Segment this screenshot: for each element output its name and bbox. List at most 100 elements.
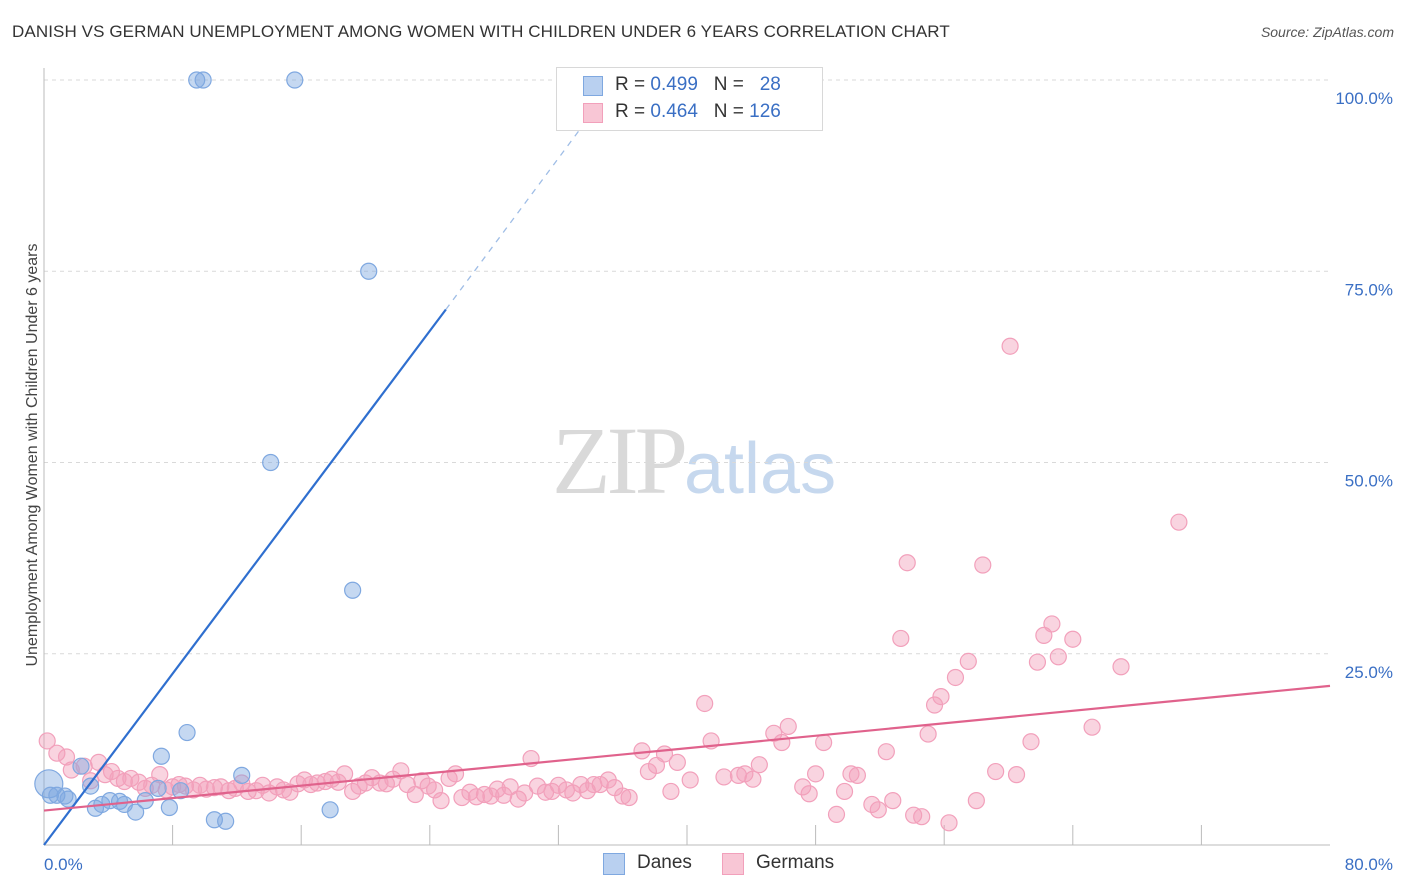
germans-point [877,743,895,761]
watermark-atlas: atlas [684,429,837,509]
danes-point [344,581,362,599]
germans-point [932,687,950,706]
danes-point [160,798,178,817]
germans-point [662,782,680,801]
germans-point [406,785,424,804]
danes-point [217,812,235,830]
legend-n-value: 126 [749,101,781,122]
germans-point [205,779,223,797]
germans-point [744,770,762,788]
germans-point [715,768,733,786]
germans-point [974,556,992,574]
danes-point [152,747,170,765]
germans-point [696,694,714,713]
germans-point [1007,766,1026,784]
grid [44,79,1330,845]
watermark-zip: ZIP [552,407,688,514]
germans-point [336,765,354,783]
germans-series [38,337,1188,832]
legend-r-value: 0.499 [650,74,698,95]
germans-point [543,782,561,801]
germans-point [488,780,506,798]
danes-trend-extension [445,125,584,310]
germans-point [835,782,854,801]
germans-point [633,742,651,760]
y-tick-label: 75.0% [1345,280,1393,299]
germans-point [919,725,937,743]
germans-point [48,744,66,762]
danes-point [56,787,74,805]
germans-point [842,765,860,783]
germans-point [475,785,494,804]
germans-point [1022,733,1040,751]
germans-point [987,762,1005,781]
y-tick-label: 25.0% [1345,663,1393,682]
germans-point [827,805,846,824]
germans-point [509,790,527,808]
germans-point [1001,337,1019,355]
legend-danes-text: R = 0.499 N = 28 [615,74,781,96]
germans-point [913,808,931,826]
germans-point [1064,630,1082,648]
germans-point [38,732,56,750]
germans-point [446,765,465,783]
germans-point [815,733,833,752]
germans-point [779,717,797,736]
germans-point [668,753,686,771]
danes-point [127,803,145,821]
danes-point [262,453,280,472]
axis-labels: 100.0% 75.0% 50.0% 25.0% 0.0% 80.0% Unemployme… [24,89,1393,874]
danes-point [321,801,339,819]
danes-point [149,779,167,797]
germans-point [892,629,910,648]
germans-point [62,761,80,779]
germans-point [806,765,825,783]
germans-point [959,652,977,671]
source-credit: Source: ZipAtlas.com [1260,24,1394,40]
danes-legend-label: Danes [637,852,692,873]
germans-trend-line [43,684,1331,812]
legend-r-label: R = [615,101,651,122]
germans-point [482,787,500,805]
germans-point [1112,658,1130,676]
germans-point [681,771,699,789]
chart-title: DANISH VS GERMAN UNEMPLOYMENT AMONG WOME… [12,22,950,41]
danes-point [82,777,100,795]
germans-point [1083,718,1101,736]
legend-r-value: 0.464 [650,101,698,122]
germans-point [426,781,444,799]
danes-point [172,782,190,800]
danes-point [59,790,77,808]
legend-r-label: R = [615,74,651,95]
danes-point [233,766,251,784]
danes-trend-line [43,308,447,846]
danes-point [360,262,378,280]
danes-point [72,757,90,775]
danes-series [34,71,378,830]
germans-point [1049,648,1067,666]
legend-germans-text: R = 0.464 N = 126 [615,101,781,123]
germans-point [869,801,887,819]
axes [43,68,1330,846]
germans-point [750,756,768,774]
danes-legend-swatch [603,853,625,875]
danes-point [194,71,212,89]
danes-point [41,786,60,804]
germans-point [591,775,609,794]
germans-point [946,668,965,687]
germans-point [151,766,169,784]
legend-n-label: N = [713,101,750,122]
germans-point [1028,653,1047,671]
watermark: ZIPatlas [552,405,836,516]
series-legend: Danes Germans [0,851,1406,879]
x-tick-label: 80.0% [1345,855,1393,874]
germans-point [549,776,568,794]
germans-point [1170,513,1188,531]
germans-point [967,792,985,810]
danes-point [178,723,196,742]
germans-point [620,788,638,807]
germans-point [940,814,958,832]
germans-point [794,778,812,796]
germans-point [130,773,148,791]
